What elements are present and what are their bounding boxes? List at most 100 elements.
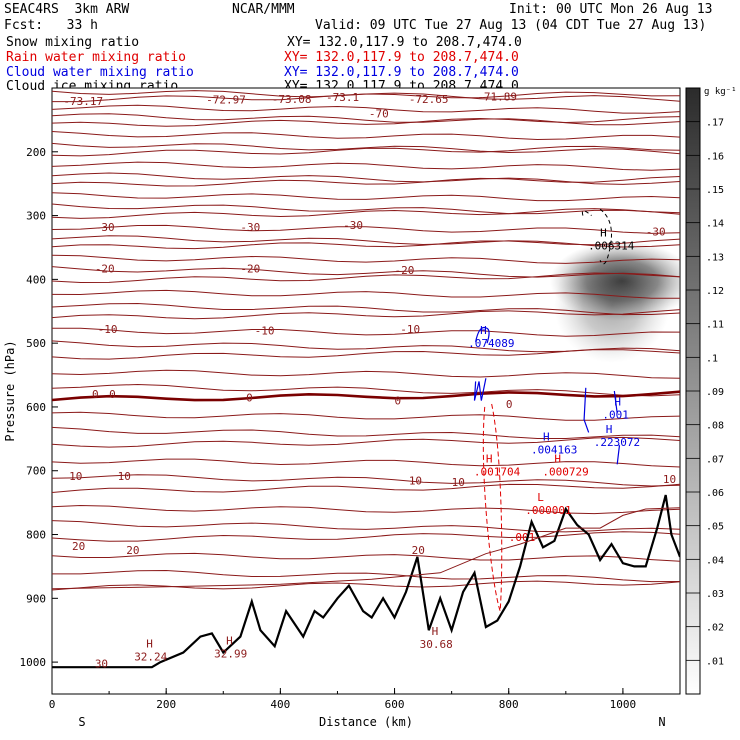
isotherm-line [52, 272, 680, 284]
y-tick-label: 700 [26, 465, 46, 478]
extremum-symbol: H [606, 423, 613, 436]
colorbar-tick-label: .16 [706, 151, 724, 162]
cloud-water-contour [473, 326, 490, 401]
isotherm-line [52, 289, 680, 299]
y-tick-label: 300 [26, 210, 46, 223]
field-cloud-water-name: Cloud water mixing ratio [6, 65, 194, 80]
colorbar-tick-label: .05 [706, 522, 724, 533]
temperature-label: 0 [92, 388, 99, 401]
y-axis-title: Pressure (hPa) [3, 340, 17, 441]
isotherm-line [52, 504, 680, 515]
temperature-label: 10 [663, 473, 676, 486]
x-tick-label: 400 [270, 698, 290, 711]
temperature-label: -30 [646, 226, 666, 239]
extremum-value: .001704 [474, 466, 521, 479]
temperature-label: 10 [452, 476, 465, 489]
isotherm-line [52, 474, 680, 487]
x-axis-title: Distance (km) [319, 715, 413, 729]
isotherm-line [52, 569, 680, 583]
isotherm-line [52, 327, 680, 337]
temperature-label: -10 [98, 323, 118, 336]
extremum-symbol: H [600, 226, 607, 239]
temperature-label: -71.89 [477, 90, 517, 103]
isotherm-line [52, 113, 680, 126]
isotherm-line [52, 192, 680, 202]
field-rain-xy: XY= 132.0,117.9 to 208.7,474.0 [284, 50, 519, 65]
field-snow-name: Snow mixing ratio [6, 35, 140, 50]
temperature-label: 20 [126, 544, 139, 557]
temperature-label: -30 [240, 221, 260, 234]
isotherm-line [52, 552, 680, 562]
isotherm-line [52, 203, 680, 215]
x-end-label-left: S [78, 715, 85, 729]
colorbar-tick-label: .03 [706, 589, 724, 600]
isotherm-line [52, 224, 680, 234]
temperature-label: -73.08 [272, 93, 312, 106]
colorbar-tick-label: .01 [706, 656, 724, 667]
extremum-value: .000001 [525, 504, 571, 517]
field-snow-xy: XY= 132.0,117.9 to 208.7,474.0 [287, 35, 522, 50]
isotherm-line [52, 238, 680, 250]
colorbar-tick-label: .15 [706, 185, 724, 196]
isotherm-line [52, 458, 680, 468]
x-tick-label: 1000 [610, 698, 637, 711]
temperature-label: -20 [240, 263, 260, 276]
extremum-symbol: H [432, 625, 439, 638]
extremum-value: .006314 [588, 239, 635, 252]
temperature-label: 10 [69, 470, 82, 483]
extremum-symbol: L [537, 491, 544, 504]
isotherm-line [52, 531, 680, 542]
extremum-value: .004163 [531, 443, 577, 456]
valid-time: Valid: 09 UTC Tue 27 Aug 13 (04 CDT Tue … [315, 18, 707, 33]
isotherm-line [52, 520, 680, 533]
colorbar-tick-label: .08 [706, 421, 724, 432]
temperature-label: 0 [506, 398, 513, 411]
terrain-line [52, 494, 680, 669]
temperature-label: 30 [95, 657, 108, 670]
isotherm-line [52, 208, 680, 219]
isotherm-line [52, 390, 680, 402]
colorbar-tick-label: .11 [706, 320, 724, 331]
x-end-label-right: N [658, 715, 665, 729]
extremum-value: 32.24 [134, 651, 167, 664]
y-tick-label: 200 [26, 146, 46, 159]
temperature-label: -30 [343, 219, 363, 232]
extremum-value: 32.99 [214, 648, 247, 661]
temperature-label: 0 [109, 388, 116, 401]
x-tick-label: 200 [156, 698, 176, 711]
extremum-symbol: H [486, 453, 493, 466]
colorbar-tick-label: .06 [706, 488, 724, 499]
temperature-label: 10 [118, 470, 131, 483]
temperature-label: -20 [95, 263, 115, 276]
colorbar-unit: g kg⁻¹ [704, 87, 737, 97]
colorbar-tick-label: .09 [706, 387, 724, 398]
isotherm-line [52, 302, 680, 316]
snow-shading-outer [554, 247, 670, 363]
temperature-label: -72.97 [206, 93, 246, 106]
y-tick-label: 800 [26, 529, 46, 542]
snow-contour [581, 208, 612, 265]
x-tick-label: 800 [499, 698, 519, 711]
isotherm-line [52, 91, 680, 103]
temperature-label: 20 [72, 540, 85, 553]
y-tick-label: 900 [26, 592, 46, 605]
isotherm-line [52, 142, 680, 155]
isotherm-line [52, 145, 680, 157]
colorbar-tick-label: .17 [706, 118, 724, 129]
temperature-label: 0 [246, 391, 253, 404]
extremum-symbol: H [614, 395, 621, 408]
isotherm-line [52, 383, 680, 397]
cloud-water-contour [583, 387, 621, 465]
temperature-label: 20 [412, 544, 425, 557]
rain-contour-label: .001 [509, 531, 536, 544]
temperature-label: -10 [400, 323, 420, 336]
isotherm-line [52, 580, 680, 591]
isotherm-line [52, 131, 680, 141]
isotherm-line [52, 369, 680, 379]
forecast-hour: Fcst: 33 h [4, 18, 98, 33]
isotherm-line [52, 116, 680, 127]
extremum-value: 30.68 [420, 638, 453, 651]
init-time: Init: 00 UTC Mon 26 Aug 13 [509, 2, 713, 17]
extremum-value: .223072 [594, 436, 640, 449]
